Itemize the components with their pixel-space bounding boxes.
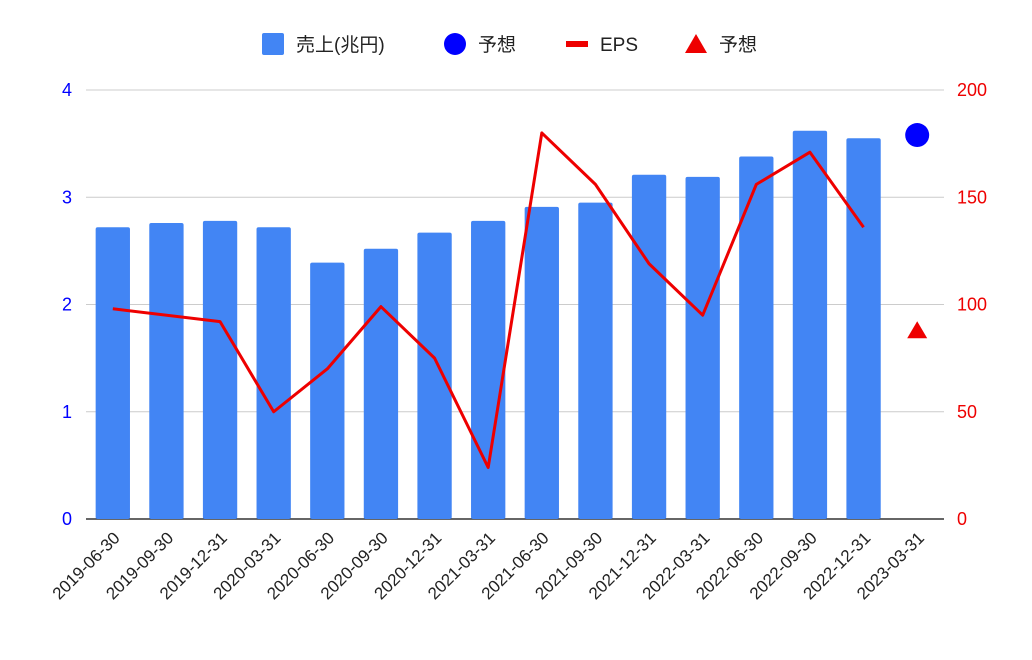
- legend-item: 予想: [685, 34, 757, 56]
- legend-swatch: [444, 33, 466, 55]
- right-axis-tick-label: 200: [957, 80, 987, 100]
- legend: 売上(兆円) 予想 EPS 予想: [262, 33, 757, 56]
- legend-label: 予想: [478, 34, 516, 56]
- left-axis-tick-label: 0: [62, 509, 72, 529]
- bar: [149, 222, 184, 520]
- left-axis-tick-label: 3: [62, 187, 72, 207]
- right-axis-tick-label: 150: [957, 187, 987, 207]
- right-axis-tick-label: 0: [957, 509, 967, 529]
- legend-swatch: [566, 41, 588, 47]
- right-axis-ticks: 0 50 100 150 200: [957, 80, 987, 529]
- bar: [739, 156, 774, 519]
- eps-line-series: [112, 131, 865, 470]
- legend-label: 売上(兆円): [296, 34, 385, 56]
- left-axis-tick-label: 4: [62, 80, 72, 100]
- legend-item: 売上(兆円): [262, 33, 385, 56]
- bar: [792, 130, 828, 519]
- bar: [417, 232, 452, 519]
- legend-swatch: [262, 33, 284, 55]
- bar: [685, 176, 720, 519]
- bar: [631, 174, 667, 520]
- legend-item: EPS: [566, 35, 638, 56]
- bar: [256, 227, 291, 519]
- bar: [310, 262, 345, 519]
- bar: [363, 248, 399, 520]
- legend-label: 予想: [719, 34, 757, 56]
- legend-swatch: [685, 34, 707, 53]
- forecast-sales-point: [905, 123, 930, 148]
- left-axis-tick-label: 1: [62, 402, 72, 422]
- bar: [95, 227, 130, 519]
- eps-line: [112, 131, 865, 470]
- legend-label: EPS: [600, 35, 638, 56]
- legend-item: 予想: [444, 33, 516, 56]
- bar: [524, 206, 559, 519]
- bar: [471, 220, 506, 519]
- right-axis-tick-label: 100: [957, 295, 987, 315]
- right-axis-tick-label: 50: [957, 402, 977, 422]
- x-axis-ticks: 2019-06-302019-09-302019-12-312020-03-31…: [49, 528, 928, 603]
- left-axis-ticks: 0 1 2 3 4: [62, 80, 72, 529]
- bar: [846, 138, 881, 519]
- bar: [202, 220, 238, 519]
- forecast-markers: [905, 123, 930, 339]
- left-axis-tick-label: 2: [62, 295, 72, 315]
- bar: [578, 202, 613, 520]
- forecast-eps-point: [907, 321, 928, 339]
